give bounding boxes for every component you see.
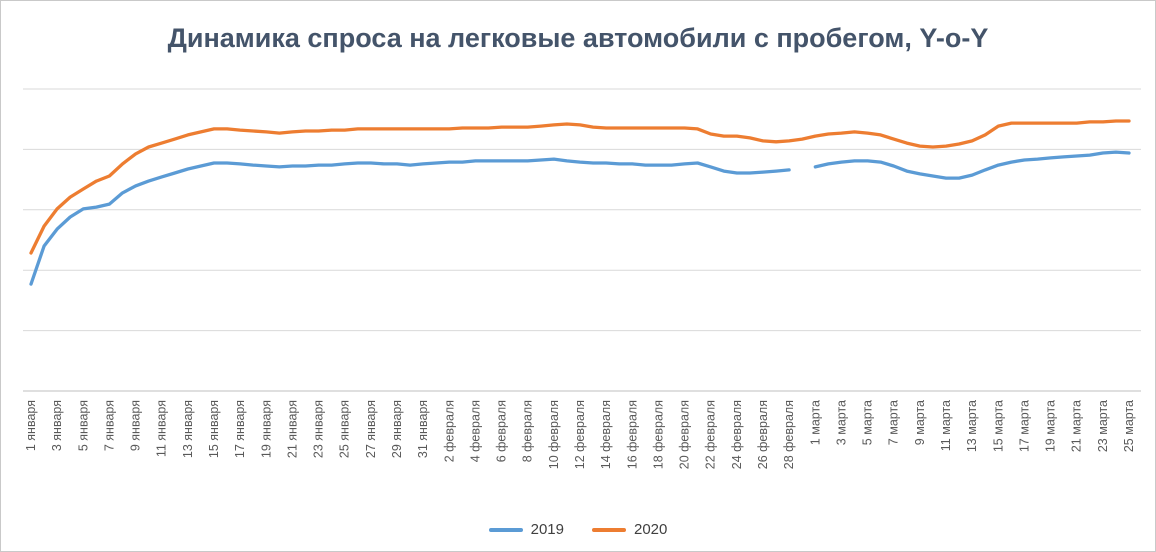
x-tick-label: 9 января <box>129 400 143 451</box>
x-tick-label: 15 января <box>207 400 221 458</box>
chart-title: Динамика спроса на легковые автомобили с… <box>167 23 989 53</box>
x-tick-label: 12 февраля <box>573 400 587 469</box>
x-tick-label: 10 февраля <box>547 400 561 469</box>
x-tick-label: 11 марта <box>939 400 953 451</box>
x-tick-label: 14 февраля <box>599 400 613 469</box>
x-tick-label: 17 января <box>233 400 247 458</box>
x-tick-label: 7 марта <box>887 400 901 445</box>
x-tick-label: 1 января <box>24 400 38 451</box>
legend: 2019 2020 <box>1 521 1155 538</box>
x-tick-label: 11 января <box>155 400 169 457</box>
x-tick-label: 19 марта <box>1044 400 1058 452</box>
x-tick-label: 13 января <box>181 400 195 458</box>
x-tick-label: 27 января <box>364 400 378 458</box>
x-tick-label: 1 марта <box>808 400 822 445</box>
legend-label-2019: 2019 <box>530 521 564 538</box>
x-tick-label: 8 февраля <box>521 400 535 462</box>
x-tick-label: 22 февраля <box>704 400 718 469</box>
x-tick-label: 6 февраля <box>495 400 509 462</box>
x-tick-label: 2 февраля <box>442 400 456 462</box>
x-tick-label: 21 января <box>285 400 299 458</box>
legend-item-2019: 2019 <box>488 521 564 538</box>
x-tick-label: 4 февраля <box>468 400 482 462</box>
x-tick-label: 23 января <box>312 400 326 458</box>
x-tick-label: 25 января <box>338 400 352 458</box>
x-tick-label: 9 марта <box>913 400 927 445</box>
x-tick-label: 7 января <box>102 400 116 451</box>
x-tick-label: 29 января <box>390 400 404 458</box>
x-tick-label: 23 марта <box>1096 400 1110 452</box>
x-tick-label: 19 января <box>259 400 273 458</box>
legend-item-2020: 2020 <box>592 521 667 538</box>
x-tick-label: 17 марта <box>1017 400 1031 452</box>
x-tick-label: 3 марта <box>834 400 848 445</box>
x-tick-label: 31 января <box>416 400 430 458</box>
x-tick-label: 24 февраля <box>730 400 744 469</box>
legend-swatch-2019 <box>488 527 523 532</box>
x-tick-label: 26 февраля <box>756 400 770 469</box>
legend-label-2020: 2020 <box>634 521 668 538</box>
x-tick-label: 16 февраля <box>625 400 639 469</box>
x-tick-label: 25 марта <box>1122 400 1136 452</box>
x-tick-label: 21 марта <box>1070 400 1084 452</box>
x-tick-label: 18 февраля <box>651 400 665 469</box>
x-tick-label: 15 марта <box>991 400 1005 452</box>
series-line-2019 <box>29 150 1131 286</box>
x-tick-label: 13 марта <box>965 400 979 452</box>
x-tick-label: 28 февраля <box>782 400 796 469</box>
series-line-2020 <box>29 119 1131 255</box>
x-tick-label: 20 февраля <box>678 400 692 469</box>
x-tick-label: 3 января <box>50 400 64 451</box>
x-tick-label: 5 января <box>76 400 90 451</box>
x-tick-label: 5 марта <box>861 400 875 445</box>
legend-swatch-2020 <box>592 527 626 532</box>
